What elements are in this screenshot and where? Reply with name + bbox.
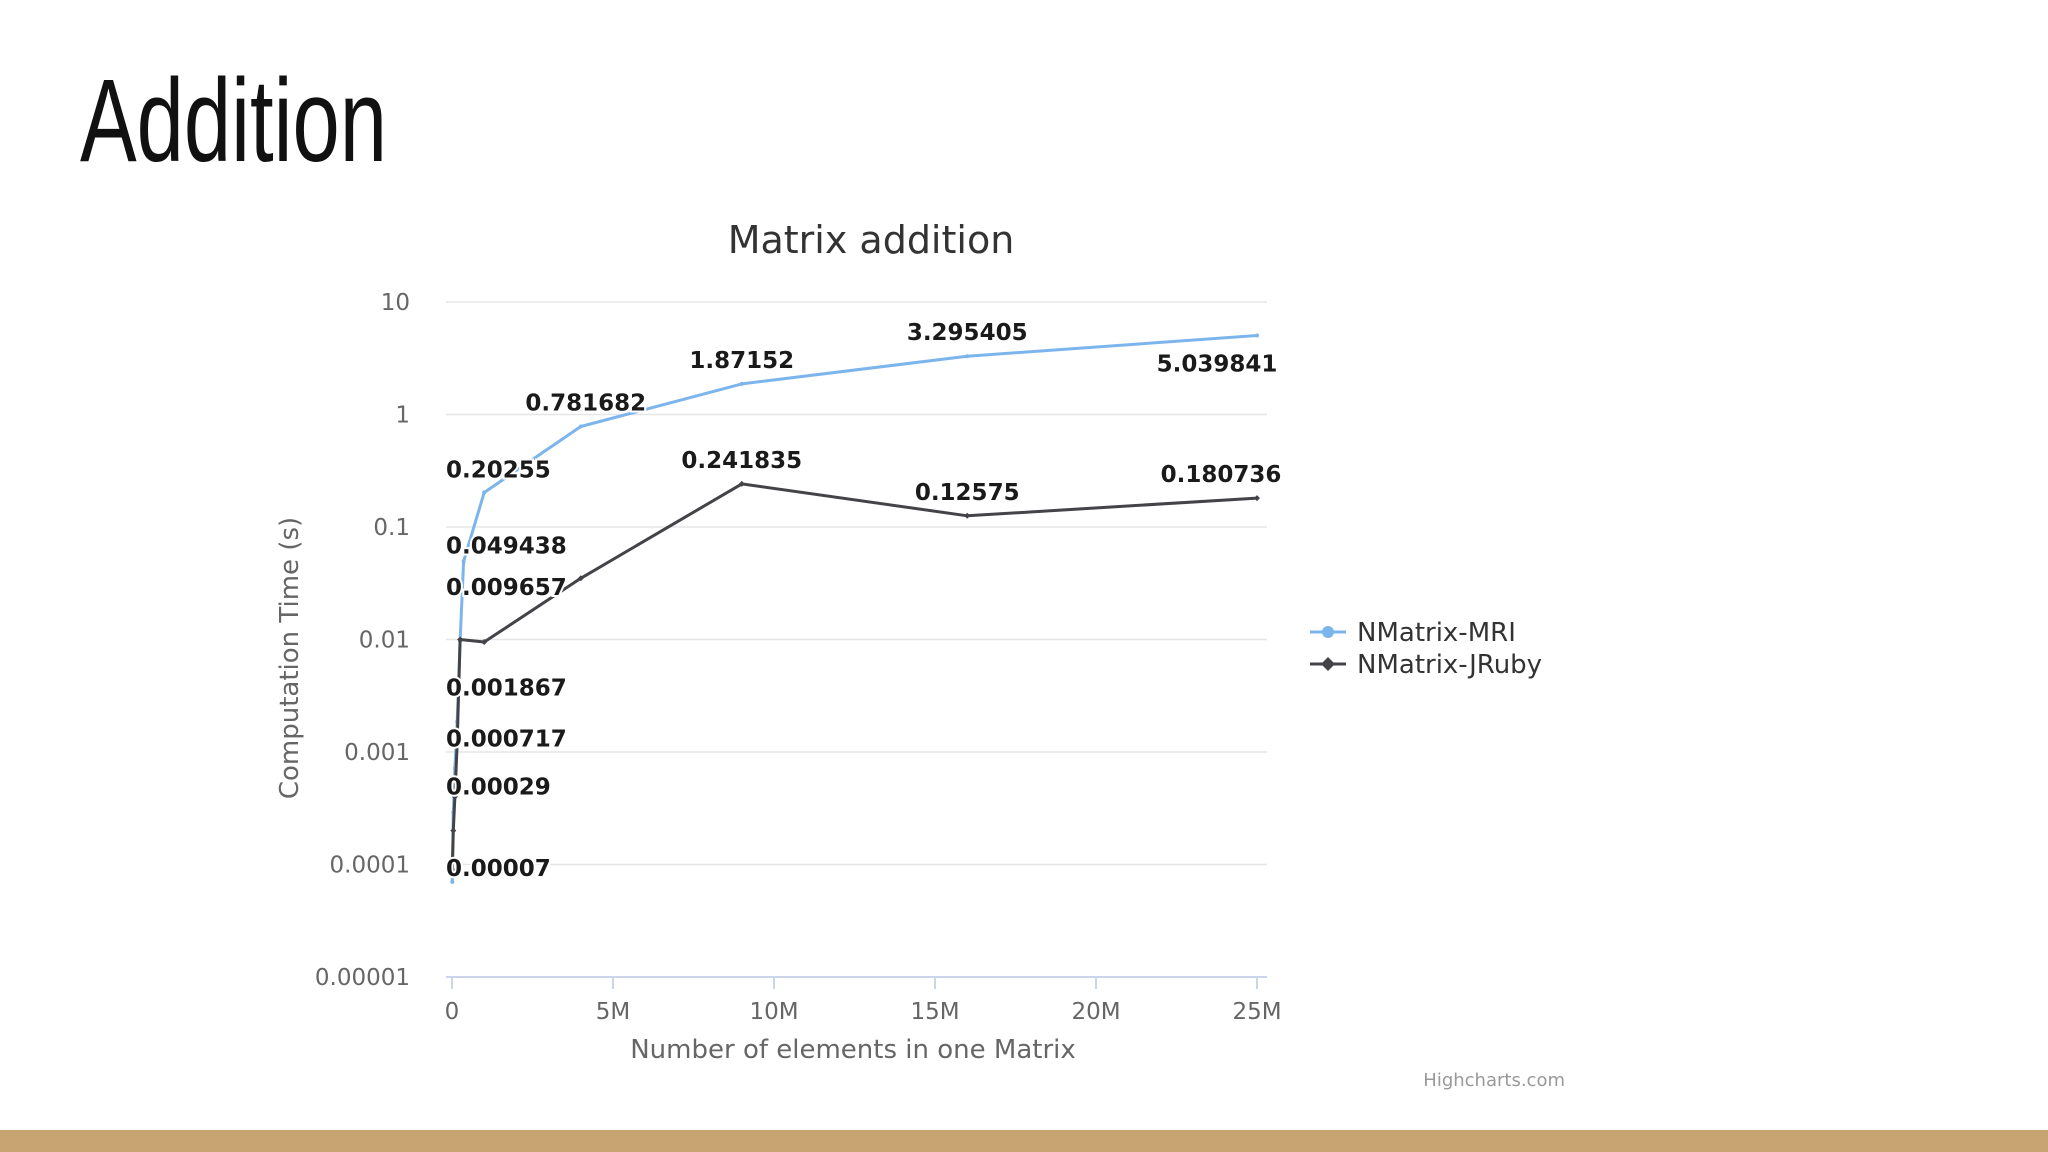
legend-item-nmatrix-jruby[interactable]: NMatrix-JRuby [1310,650,1542,680]
data-label: 0.00007 [446,856,551,882]
data-point [454,740,461,747]
y-tick-label: 0.1 [373,515,410,541]
legend-item-nmatrix-mri[interactable]: NMatrix-MRI [1310,618,1516,648]
data-point [457,636,464,643]
data-point [738,480,745,487]
series-line-nmatrix-mri [450,334,1258,882]
data-point [739,381,744,386]
data-point [578,424,583,429]
data-label: 0.781682 [525,391,646,417]
footer-bar [0,1130,2048,1152]
data-labels: 0.00007 0.00029 0.000717 0.001867 0.009657 0.… [444,318,1283,884]
data-point [1254,495,1260,502]
y-tick-label: 10 [381,290,410,316]
y-tick-label: 0.0001 [330,853,410,879]
data-label: 3.295405 [907,320,1028,346]
data-label: 0.12575 [915,480,1020,506]
data-label: 0.049438 [446,533,567,559]
legend-marker-diamond-icon [1321,657,1335,671]
data-label: 0.20255 [446,458,551,484]
data-point [481,639,488,646]
chart-title: Matrix addition [728,218,1015,262]
data-label: 0.001867 [446,675,567,701]
data-point [449,866,456,873]
highcharts-credits[interactable]: Highcharts.com [1423,1070,1565,1091]
series-line-nmatrix-jruby [450,482,1258,870]
x-tick-label: 10M [749,999,798,1025]
data-point [461,559,466,564]
data-point [964,512,971,519]
data-label: 0.180736 [1161,462,1282,488]
legend-label: NMatrix-MRI [1357,618,1516,648]
x-tick-label: 20M [1071,999,1120,1025]
data-label: 1.87152 [689,348,794,374]
x-axis-title: Number of elements in one Matrix [630,1035,1076,1065]
x-tick-label: 25M [1232,999,1281,1025]
data-point [965,354,970,359]
y-tick-label: 0.001 [344,740,410,766]
data-point [451,793,458,800]
data-point [1255,333,1259,338]
series-lines [449,333,1260,884]
x-tick-label: 15M [910,999,959,1025]
data-label: 0.241835 [681,448,802,474]
legend-marker-circle-icon [1322,626,1334,638]
y-axis-title: Computation Time (s) [275,517,305,799]
legend-label: NMatrix-JRuby [1357,650,1542,680]
data-point [482,490,487,495]
data-label: 0.00029 [446,774,551,800]
data-label: 0.009657 [446,575,567,601]
x-tick-label: 5M [596,999,630,1025]
y-tick-label: 0.00001 [315,965,410,991]
x-tick-label: 0 [445,999,460,1025]
data-label: 5.039841 [1157,351,1278,377]
axes: 0.00001 0.0001 0.001 0.01 0.1 1 10 0 5M 10M 15M 20M… [315,290,1282,1025]
y-tick-label: 0.01 [359,628,410,654]
y-tick-label: 1 [395,403,410,429]
data-point [450,879,455,884]
data-point [450,827,457,834]
data-label: 0.000717 [446,726,567,752]
slide-title: Addition [80,55,388,187]
data-point [577,575,584,582]
